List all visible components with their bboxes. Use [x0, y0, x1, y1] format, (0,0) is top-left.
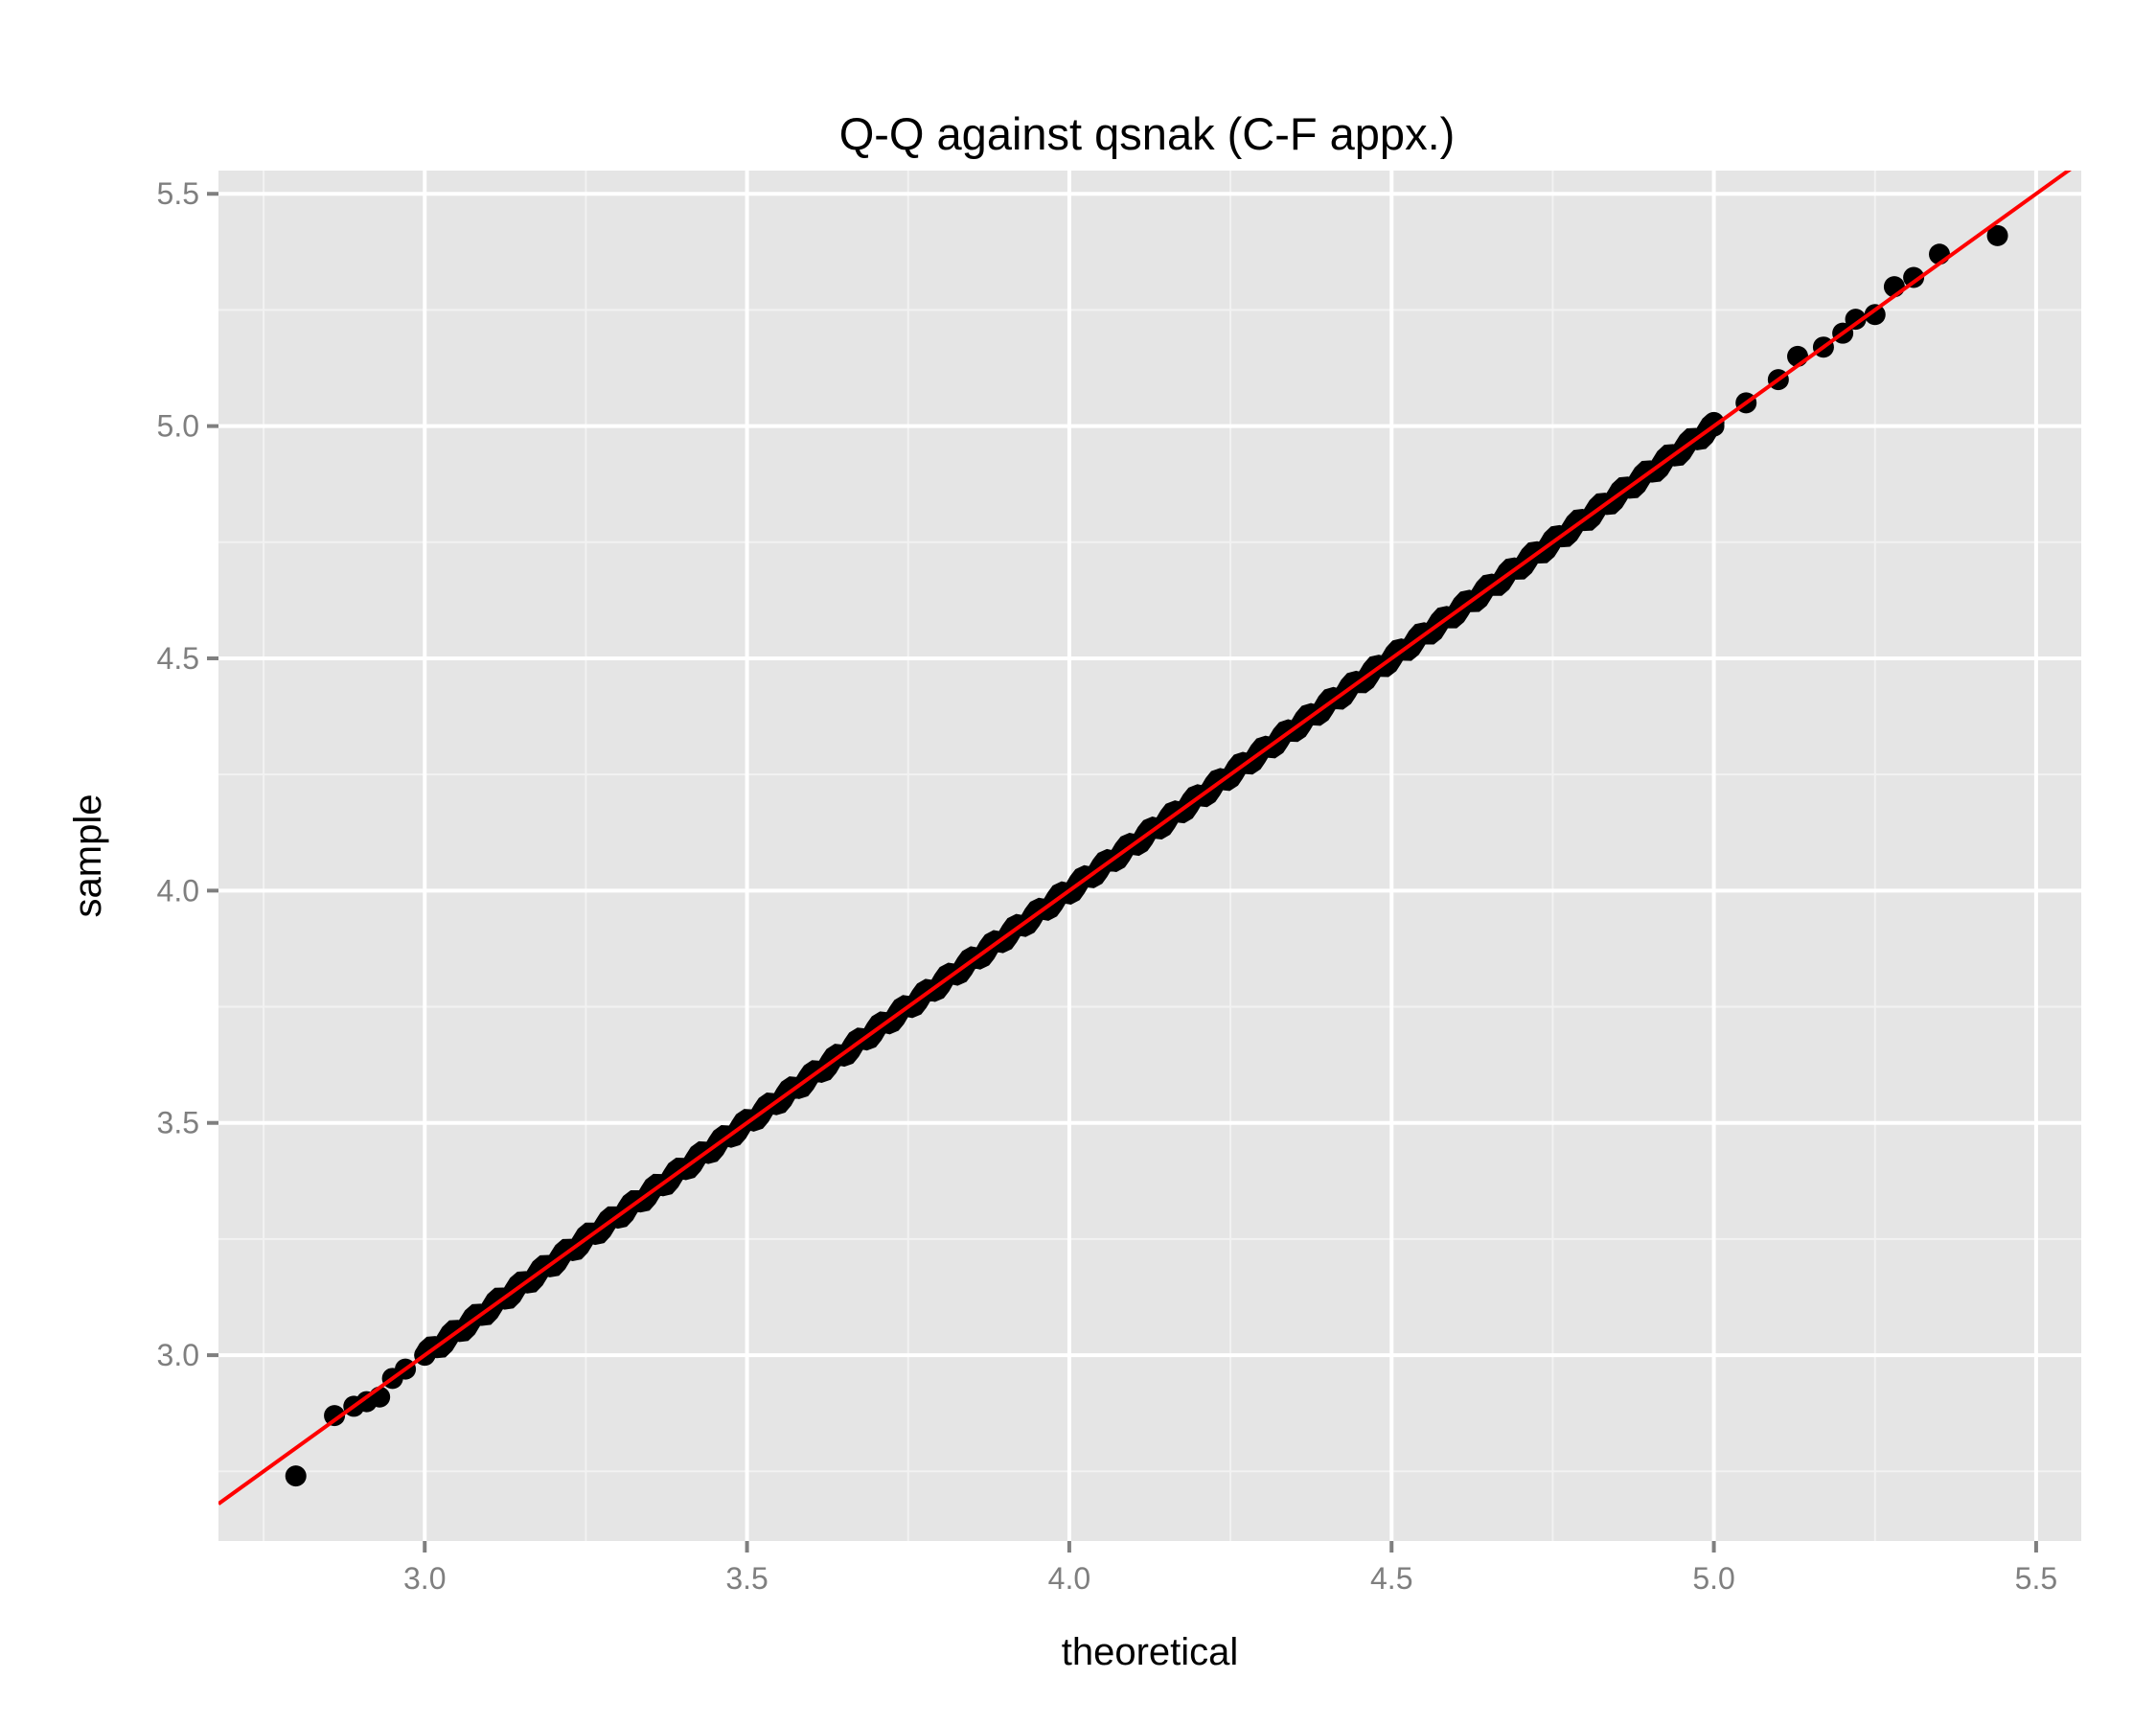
- x-tick-label: 3.5: [725, 1561, 768, 1596]
- data-point: [1903, 266, 1925, 288]
- y-tick-label: 5.0: [157, 409, 199, 444]
- reference-line: [218, 171, 2072, 1506]
- y-tick-label: 5.5: [157, 176, 199, 211]
- reference-line-group: [218, 171, 2072, 1506]
- minor-gridlines: [218, 171, 2081, 1541]
- chart-title: Q-Q against qsnak (C-F appx.): [839, 108, 1456, 159]
- x-tick-label: 3.0: [403, 1561, 446, 1596]
- y-tick-label: 4.0: [157, 873, 199, 908]
- y-axis-title: sample: [67, 794, 109, 918]
- data-point: [1986, 224, 2008, 246]
- data-point: [285, 1465, 307, 1487]
- x-tick-label: 4.5: [1370, 1561, 1412, 1596]
- data-point: [1845, 309, 1867, 331]
- data-point: [1864, 304, 1886, 326]
- x-tick-label: 5.5: [2015, 1561, 2057, 1596]
- y-axis-ticks: 3.0 3.5 4.0 4.5 5.0 5.5: [157, 176, 218, 1372]
- data-point: [324, 1405, 346, 1427]
- y-tick-label: 3.5: [157, 1106, 199, 1140]
- major-gridlines: [218, 171, 2081, 1541]
- x-tick-label: 4.0: [1048, 1561, 1090, 1596]
- x-tick-label: 5.0: [1692, 1561, 1734, 1596]
- x-axis-ticks: 3.0 3.5 4.0 4.5 5.0 5.5: [403, 1541, 2057, 1596]
- y-tick-label: 3.0: [157, 1338, 199, 1372]
- plot-panel: [218, 171, 2081, 1541]
- x-axis-title: theoretical: [1062, 1631, 1239, 1673]
- y-tick-label: 4.5: [157, 641, 199, 676]
